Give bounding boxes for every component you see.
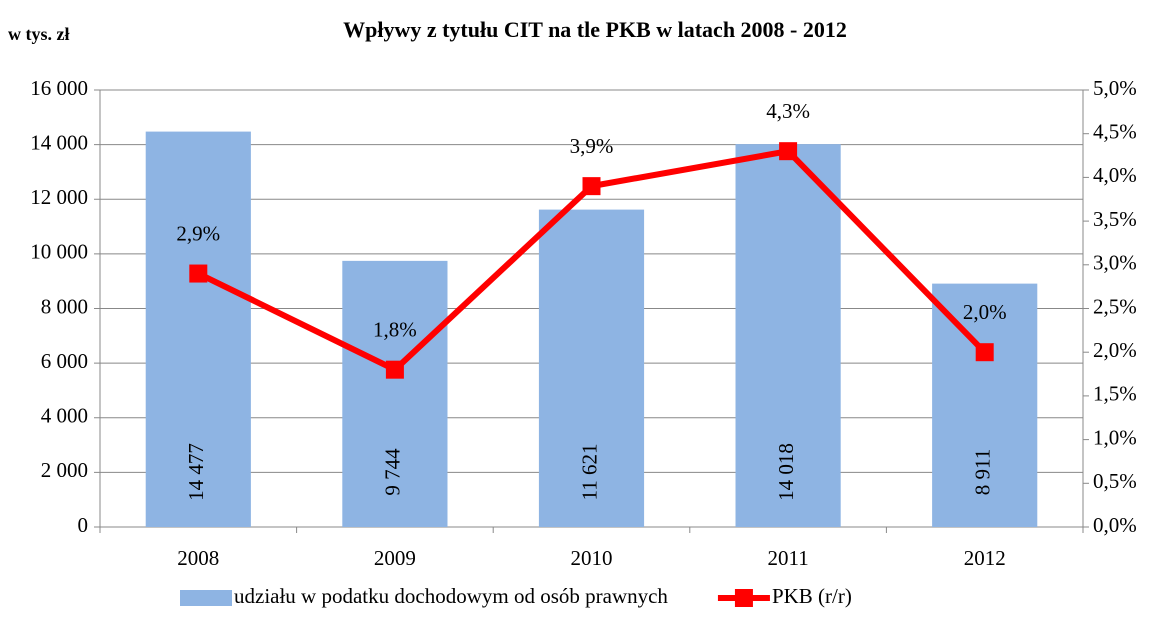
- y-tick-label: 10 000: [30, 240, 88, 264]
- bar-value-label: 8 911: [971, 449, 995, 495]
- y2-tick-label: 4,0%: [1093, 163, 1137, 187]
- y2-tick-label: 0,0%: [1093, 513, 1137, 537]
- y-tick-label: 8 000: [41, 294, 88, 318]
- bar: [538, 209, 645, 527]
- bar-value-label: 9 744: [381, 448, 405, 496]
- line-marker: [779, 142, 798, 161]
- y-axis-unit: w tys. zł: [8, 24, 70, 44]
- y2-tick-label: 3,5%: [1093, 207, 1137, 231]
- x-tick-label: 2008: [177, 546, 219, 570]
- y-tick-label: 4 000: [41, 404, 88, 428]
- y-tick-label: 6 000: [41, 349, 88, 373]
- y-tick-label: 14 000: [30, 130, 88, 154]
- legend-swatch: [180, 590, 232, 606]
- legend-label: PKB (r/r): [772, 584, 852, 608]
- line-value-label: 4,3%: [766, 99, 810, 123]
- line-value-label: 3,9%: [570, 134, 614, 158]
- x-tick-label: 2009: [374, 546, 416, 570]
- y-tick-label: 2 000: [41, 458, 88, 482]
- y2-tick-label: 0,5%: [1093, 469, 1137, 493]
- x-tick-label: 2012: [964, 546, 1006, 570]
- y2-tick-label: 1,5%: [1093, 382, 1137, 406]
- legend-swatch: [734, 589, 753, 607]
- bar-value-label: 11 621: [577, 444, 601, 501]
- y2-tick-label: 5,0%: [1093, 76, 1137, 100]
- line-marker: [582, 177, 601, 196]
- y-tick-label: 12 000: [30, 185, 88, 209]
- y-tick-label: 0: [78, 513, 89, 537]
- line-marker: [385, 360, 404, 379]
- bar: [932, 283, 1038, 527]
- bar: [735, 144, 841, 528]
- line-marker: [189, 264, 208, 283]
- y2-tick-label: 2,5%: [1093, 294, 1137, 318]
- y2-tick-label: 3,0%: [1093, 251, 1137, 275]
- line-value-label: 2,0%: [963, 300, 1007, 324]
- x-tick-label: 2010: [571, 546, 613, 570]
- chart-title: Wpływy z tytułu CIT na tle PKB w latach …: [343, 17, 847, 42]
- x-tick-label: 2011: [767, 546, 808, 570]
- bar-value-label: 14 477: [184, 443, 208, 501]
- y2-tick-label: 4,5%: [1093, 120, 1137, 144]
- line-value-label: 1,8%: [373, 317, 417, 341]
- line-value-label: 2,9%: [176, 221, 220, 245]
- line-marker: [975, 343, 994, 362]
- bar: [145, 131, 251, 528]
- bar: [342, 260, 448, 527]
- legend-label: udziału w podatku dochodowym od osób pra…: [234, 584, 668, 608]
- y-tick-label: 16 000: [30, 76, 88, 100]
- bar-value-label: 14 018: [774, 443, 798, 501]
- y2-tick-label: 1,0%: [1093, 425, 1137, 449]
- y2-tick-label: 2,0%: [1093, 338, 1137, 362]
